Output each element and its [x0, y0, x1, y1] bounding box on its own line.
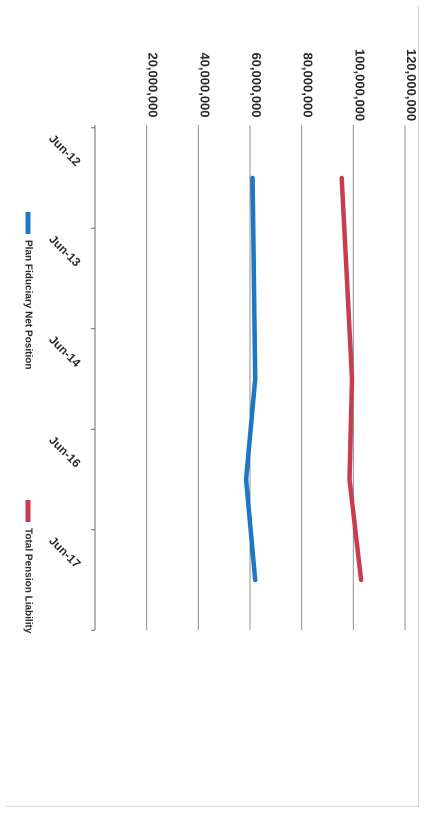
grid-lines	[146, 125, 406, 630]
y-tick-labels: 20,000,000 40,000,000 60,000,000 80,000,000…	[146, 49, 419, 121]
legend: Plan Fiduciary Net Position Total Pension…	[22, 212, 33, 634]
scan-border	[6, 6, 419, 807]
x-tick-labels: Jun-12 Jun-13 Jun-14 Jun-16 Jun-17	[46, 132, 83, 571]
series-line-0	[243, 175, 258, 583]
y-tick-label-3: 80,000,000	[301, 52, 316, 117]
x-tick-label-3: Jun-16	[46, 433, 83, 470]
y-tick-label-5: 120,000,000	[404, 49, 419, 121]
series-line-1	[339, 175, 364, 583]
y-tick-label-2: 60,000,000	[249, 52, 264, 117]
x-tick-label-1: Jun-13	[46, 232, 83, 269]
y-tick-label-4: 100,000,000	[352, 49, 367, 121]
y-tick-label-0: 20,000,000	[146, 52, 161, 117]
axes	[91, 125, 96, 631]
series-lines	[243, 175, 364, 583]
legend-label-1: Total Pension Liability	[22, 528, 33, 634]
x-tick-label-4: Jun-17	[46, 534, 83, 571]
x-tick-label-2: Jun-14	[46, 333, 83, 370]
y-tick-label-1: 40,000,000	[197, 52, 212, 117]
legend-label-0: Plan Fiduciary Net Position	[22, 240, 33, 369]
x-tick-label-0: Jun-12	[46, 132, 83, 169]
